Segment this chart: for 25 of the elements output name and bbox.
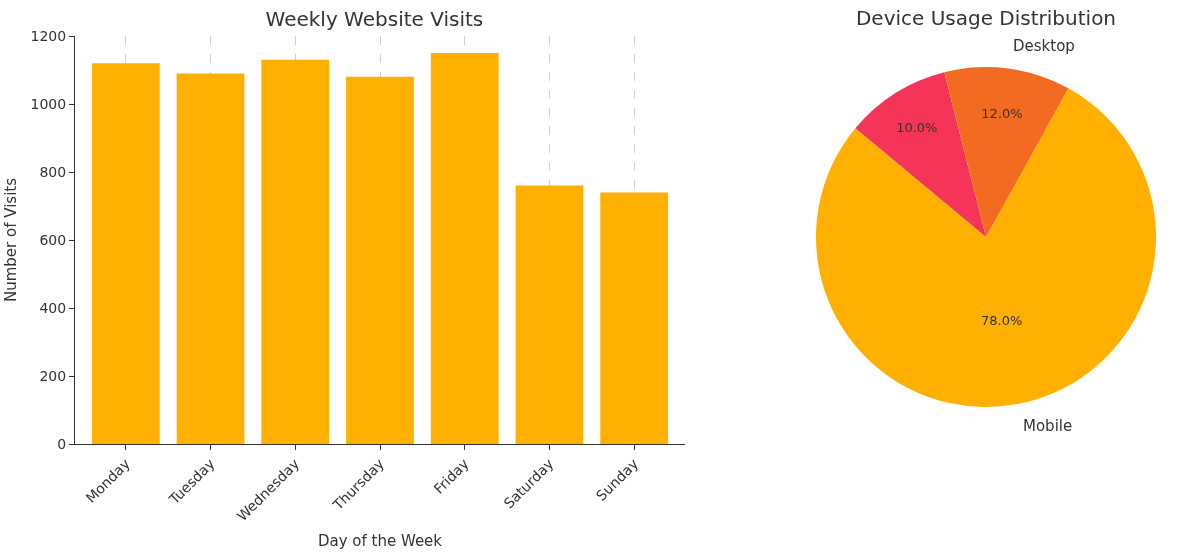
- y-tick-label: 800: [39, 163, 67, 180]
- x-axis-title: Day of the Week: [317, 532, 443, 551]
- y-tick-label: 200: [39, 367, 67, 384]
- data-label: 10.0%: [896, 119, 938, 135]
- y-tick-label: 400: [39, 299, 67, 316]
- y-tick-label: 1000: [30, 95, 67, 112]
- data-label: 78.0%: [980, 313, 1023, 329]
- pie-slice: [816, 88, 1156, 407]
- chart-title: Weekly Website Visits: [265, 7, 484, 32]
- slice-label: Desktop: [1013, 37, 1075, 55]
- bar: [515, 185, 584, 444]
- bar: [600, 192, 669, 444]
- y-tick-label: 0: [57, 435, 67, 452]
- bar: [176, 73, 245, 444]
- bar: [346, 76, 414, 444]
- y-tick-label: 600: [39, 231, 67, 248]
- pie-slice: [944, 67, 1069, 237]
- bar: [261, 59, 330, 444]
- slice-label: Mobile: [1023, 417, 1073, 435]
- bar: [91, 63, 160, 444]
- y-tick-label: 1200: [30, 27, 67, 44]
- y-axis-title: Number of Visits: [1, 177, 20, 303]
- chart-title: Device Usage Distribution: [855, 6, 1117, 30]
- data-label: 12.0%: [981, 106, 1023, 122]
- bar: [430, 53, 499, 444]
